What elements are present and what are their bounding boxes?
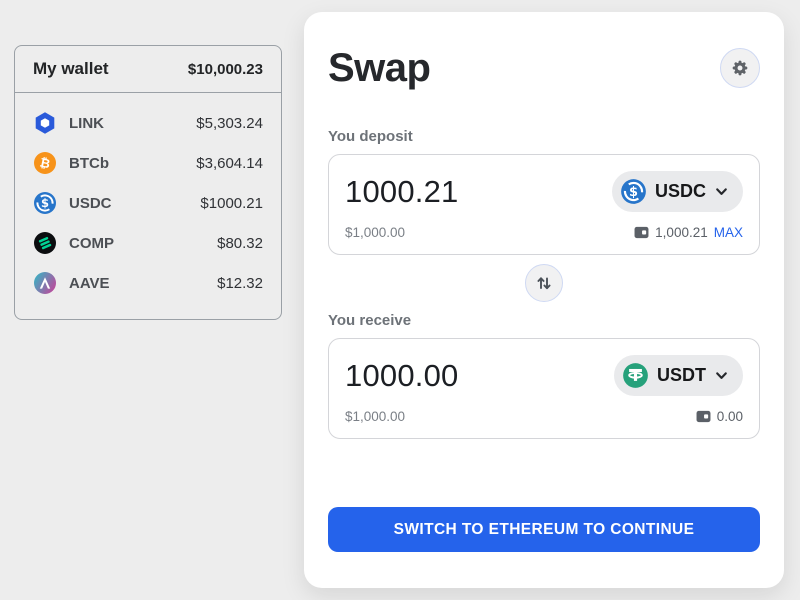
usdc-icon: $ — [34, 192, 56, 214]
gear-icon — [732, 60, 748, 76]
wallet-panel: My wallet $10,000.23 LINK $5,303.24 ₿ BT… — [14, 45, 282, 320]
svg-text:$: $ — [41, 196, 49, 210]
wallet-row-btcb: ₿ BTCb $3,604.14 — [33, 143, 263, 183]
wallet-row-link: LINK $5,303.24 — [33, 103, 263, 143]
asset-value: $1000.21 — [200, 194, 263, 212]
settings-button[interactable] — [720, 48, 760, 88]
asset-ticker: AAVE — [69, 274, 110, 292]
swap-direction-button[interactable] — [525, 264, 563, 302]
bitcoin-icon: ₿ — [34, 152, 56, 174]
receive-token-selector[interactable]: USDT — [614, 355, 743, 396]
wallet-title: My wallet — [33, 59, 109, 78]
chainlink-icon — [35, 112, 55, 134]
wallet-total-value: $10,000.23 — [187, 60, 263, 78]
deposit-token-selector[interactable]: $ USDC — [611, 171, 743, 212]
aave-icon — [34, 272, 56, 294]
wallet-row-aave: AAVE $12.32 — [33, 263, 263, 303]
wallet-row-comp: COMP $80.32 — [33, 223, 263, 263]
deposit-label: You deposit — [328, 128, 413, 145]
asset-value: $12.32 — [217, 274, 263, 292]
receive-token-symbol: USDT — [657, 365, 706, 385]
receive-balance: 0.00 — [716, 409, 743, 424]
max-button[interactable]: MAX — [713, 225, 743, 240]
deposit-balance: 1,000.21 — [655, 225, 708, 240]
deposit-amount-input[interactable]: 1000.21 — [345, 173, 459, 209]
usdc-icon: $ — [621, 179, 646, 204]
wallet-icon — [696, 410, 711, 423]
asset-ticker: BTCb — [69, 154, 109, 172]
asset-value: $5,303.24 — [196, 114, 263, 132]
svg-text:₿: ₿ — [38, 155, 51, 172]
wallet-asset-list: LINK $5,303.24 ₿ BTCb $3,604.14 $ USDC $… — [15, 93, 281, 319]
swap-card: Swap You deposit 1000.21 — [304, 12, 784, 588]
page-title: Swap — [328, 46, 431, 90]
compound-icon — [34, 232, 56, 254]
receive-box: 1000.00 USDT — [328, 338, 760, 439]
deposit-token-symbol: USDC — [654, 181, 706, 201]
chevron-down-icon — [716, 188, 727, 195]
switch-network-button[interactable]: SWITCH TO ETHEREUM TO CONTINUE — [328, 507, 760, 552]
wallet-row-usdc: $ USDC $1000.21 — [33, 183, 263, 223]
deposit-box: 1000.21 $ USDC $1,000.00 — [328, 154, 760, 255]
chevron-down-icon — [716, 372, 727, 379]
svg-text:$: $ — [629, 185, 638, 200]
receive-amount-input[interactable]: 1000.00 — [345, 357, 459, 393]
receive-label: You receive — [328, 312, 412, 329]
wallet-icon — [634, 226, 649, 239]
wallet-header: My wallet $10,000.23 — [15, 46, 281, 93]
asset-ticker: COMP — [69, 234, 114, 252]
asset-ticker: USDC — [69, 194, 112, 212]
swap-arrows-icon — [537, 277, 551, 290]
receive-fiat-value: $1,000.00 — [345, 409, 406, 424]
tether-icon — [623, 363, 648, 388]
asset-value: $80.32 — [217, 234, 263, 252]
deposit-fiat-value: $1,000.00 — [345, 225, 406, 240]
asset-value: $3,604.14 — [196, 154, 263, 172]
card-header: Swap — [328, 46, 760, 90]
asset-ticker: LINK — [69, 114, 104, 132]
